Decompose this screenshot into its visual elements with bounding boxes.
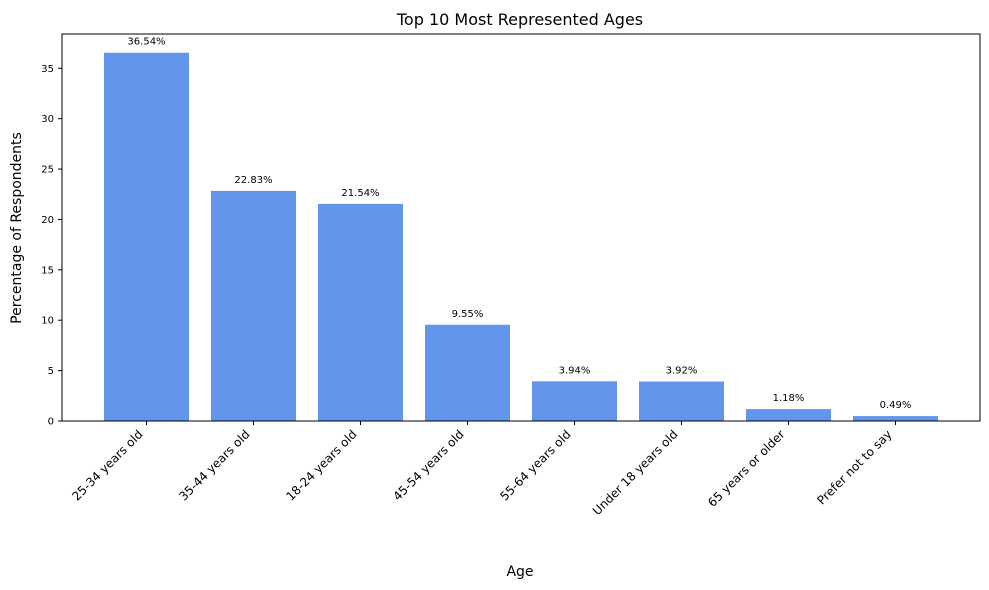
data-label-1: 36.54%: [127, 37, 165, 48]
data-label-7: 1.18%: [773, 393, 805, 404]
y-tick-label-5: 5: [48, 366, 54, 377]
y-tick-label-10: 10: [41, 316, 54, 327]
plot-frame: [61, 33, 981, 422]
y-tick-label-20: 20: [41, 215, 54, 226]
chart-title: Top 10 Most Represented Ages: [396, 10, 643, 29]
bar-3: [318, 203, 403, 421]
bar-5: [532, 381, 617, 421]
bar-8: [853, 416, 938, 421]
data-label-5: 3.94%: [559, 365, 591, 376]
y-axis-title: Percentage of Respondents: [9, 132, 25, 324]
y-tick-label-0: 0: [48, 417, 54, 428]
y-tick-label-15: 15: [41, 265, 54, 276]
data-labels-group: 36.54% 22.83% 21.54% 9.55% 3.94% 3.92% 1.18% 0.…: [127, 37, 911, 411]
y-tick-label-25: 25: [41, 165, 54, 176]
y-tick-label-35: 35: [41, 64, 54, 75]
bar-4: [425, 324, 510, 421]
y-tick-label-30: 30: [41, 114, 54, 125]
bars-group: [104, 52, 938, 422]
x-axis-title: Age: [506, 564, 533, 580]
data-label-6: 3.92%: [666, 365, 698, 376]
bar-2: [211, 190, 296, 421]
bar-6: [639, 381, 724, 421]
bar-1: [104, 52, 189, 422]
data-label-3: 21.54%: [341, 188, 379, 199]
y-axis: 0 5 10 15 20 25 30 35: [41, 64, 62, 428]
data-label-2: 22.83%: [234, 175, 272, 186]
data-label-8: 0.49%: [880, 400, 912, 411]
bar-7: [746, 409, 831, 421]
data-label-4: 9.55%: [452, 309, 484, 320]
